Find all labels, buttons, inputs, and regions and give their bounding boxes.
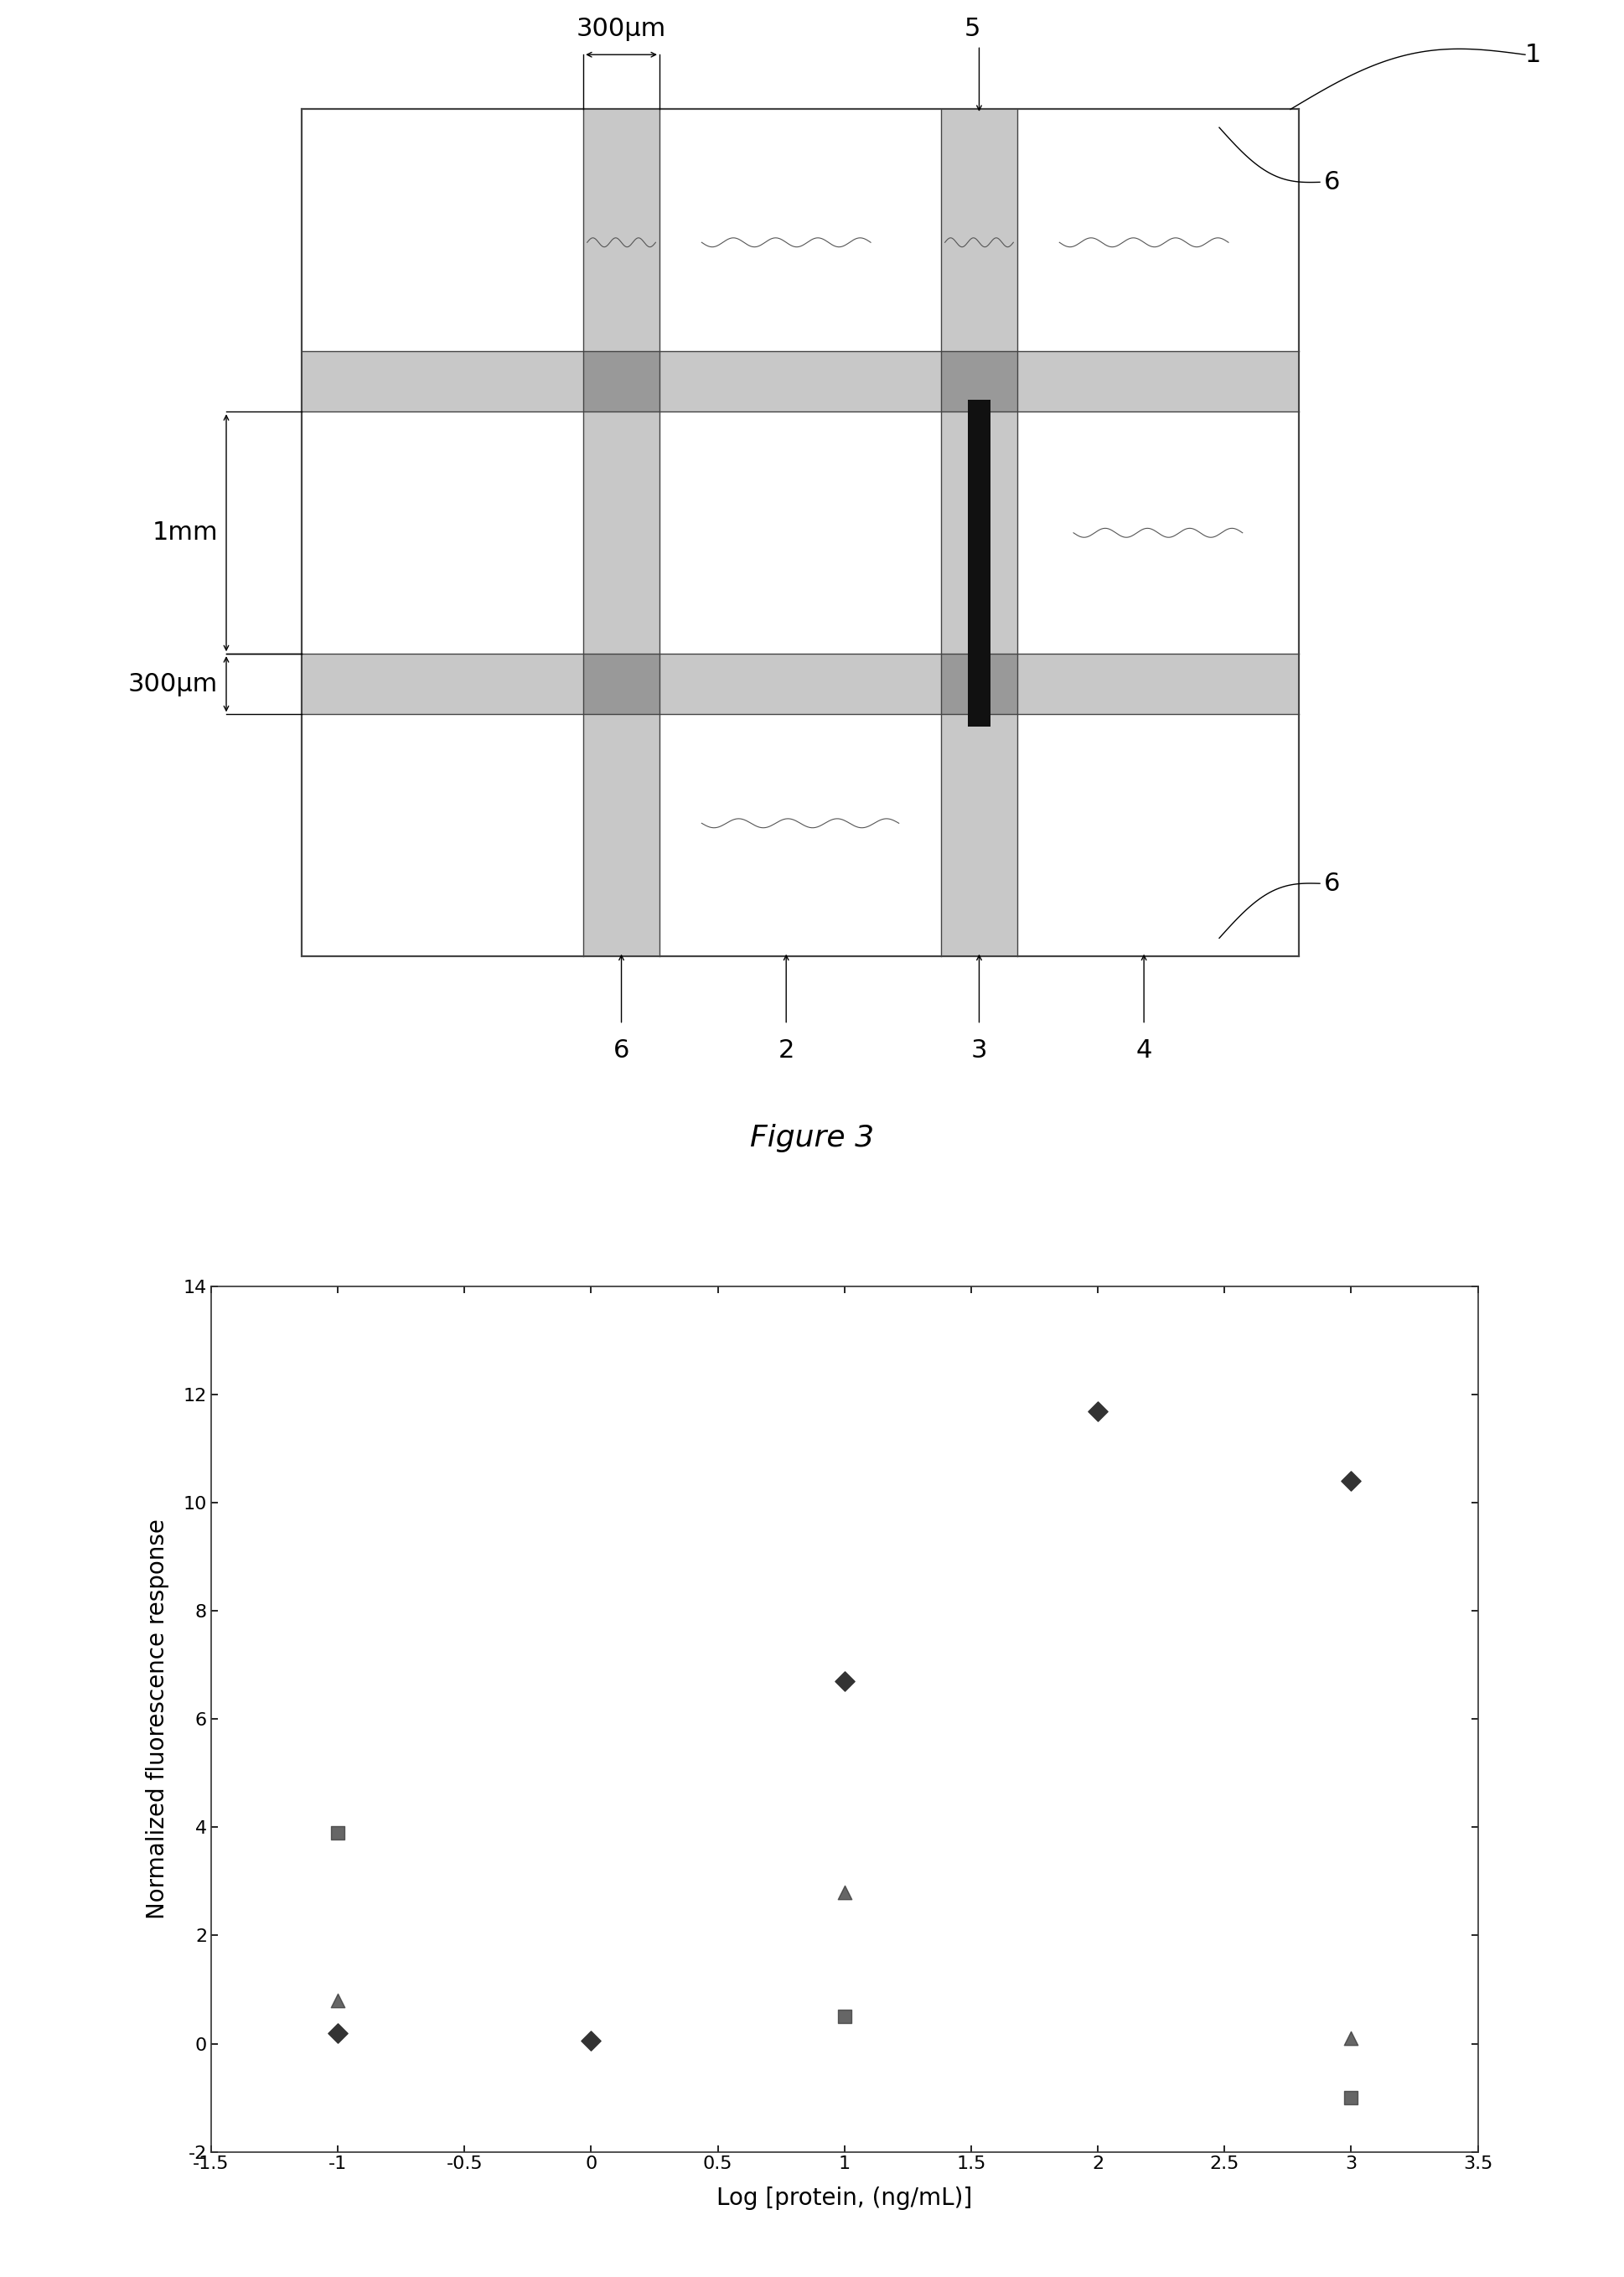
Bar (583, 351, 659, 412)
Bar (302, 653, 1299, 715)
Text: 300μm: 300μm (577, 16, 666, 41)
Y-axis label: Normalized fluorescence response: Normalized fluorescence response (146, 1519, 169, 1920)
Point (325, 2015, 351, 2052)
Bar (942, 109, 1017, 956)
X-axis label: Log [protein, (ng/mL)]: Log [protein, (ng/mL)] (716, 2186, 973, 2211)
Text: 3: 3 (971, 1038, 987, 1063)
Text: 2: 2 (778, 1038, 794, 1063)
Text: 1: 1 (1525, 43, 1541, 66)
Bar (302, 351, 1299, 412)
Point (1338, 1464, 1364, 1501)
Text: 4: 4 (1135, 1038, 1151, 1063)
Text: 6: 6 (614, 1038, 630, 1063)
Text: 5: 5 (965, 16, 981, 41)
Bar (942, 653, 1017, 715)
Bar (583, 653, 659, 715)
Point (1338, 2020, 1364, 2056)
Point (325, 1981, 351, 2020)
Point (831, 1874, 857, 1910)
Point (325, 1815, 351, 1851)
Text: Figure 3: Figure 3 (750, 1125, 874, 1152)
Text: 6: 6 (1324, 872, 1340, 895)
Text: 300μm: 300μm (128, 672, 218, 697)
Bar (942, 351, 1017, 412)
Bar (968, 401, 991, 726)
Point (1085, 1394, 1111, 1430)
Point (831, 1999, 857, 2036)
Point (831, 1662, 857, 1699)
Bar (583, 109, 659, 956)
Text: 1mm: 1mm (153, 521, 218, 544)
Point (1338, 2079, 1364, 2115)
Bar (302, 109, 1299, 956)
Text: 6: 6 (1324, 171, 1340, 194)
Point (578, 2022, 604, 2058)
